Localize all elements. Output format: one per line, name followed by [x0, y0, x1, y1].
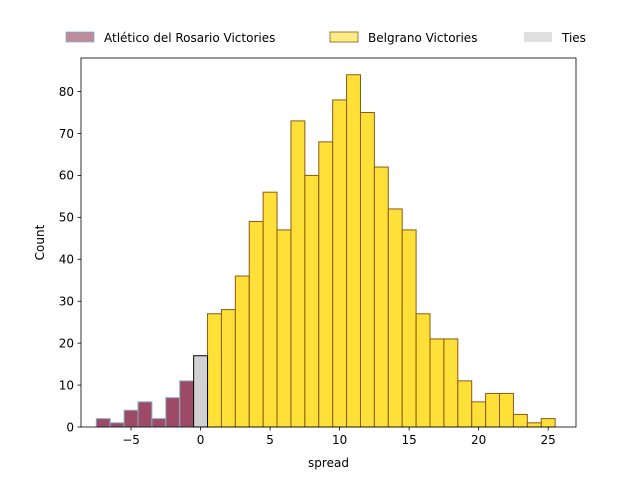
y-tick-label: 0: [66, 420, 74, 434]
bar: [262, 191, 278, 428]
bar: [512, 413, 528, 428]
bar: [332, 99, 348, 428]
bar: [443, 338, 459, 428]
bar: [304, 174, 320, 428]
bar: [276, 229, 292, 428]
bar: [95, 418, 111, 428]
legend-label: Belgrano Victories: [368, 31, 477, 45]
bar: [387, 208, 403, 428]
x-axis-label: spread: [308, 456, 349, 470]
x-tick-label: 20: [471, 433, 486, 447]
y-tick-label: 70: [59, 127, 74, 141]
bar: [123, 409, 139, 428]
bar: [526, 422, 542, 428]
y-tick-label: 50: [59, 211, 74, 225]
bar: [137, 401, 153, 428]
bar: [373, 166, 389, 428]
legend: Atlético del Rosario Victories Belgrano V…: [65, 31, 586, 45]
x-tick-label: 15: [402, 433, 417, 447]
y-tick-label: 10: [59, 378, 74, 392]
y-tick-label: 80: [59, 85, 74, 99]
bar: [499, 392, 514, 428]
bar: [429, 338, 445, 428]
x-tick-label: −5: [122, 433, 140, 447]
x-tick-label: 10: [332, 433, 347, 447]
bar: [290, 120, 306, 428]
plot-frame: [80, 57, 577, 428]
bar: [457, 380, 473, 428]
bar: [485, 392, 501, 428]
bar: [359, 112, 375, 428]
x-tick-label: 0: [197, 433, 205, 447]
bar: [165, 397, 181, 428]
bar: [207, 313, 222, 428]
legend-swatch: [524, 32, 552, 42]
bar: [234, 275, 250, 428]
bar: [151, 418, 167, 428]
x-tick-label: 25: [541, 433, 556, 447]
bar: [415, 313, 431, 428]
y-tick-label: 40: [59, 253, 74, 267]
legend-swatch: [329, 31, 359, 43]
bar: [540, 418, 556, 428]
y-axis-label: Count: [33, 224, 47, 260]
legend-swatch: [65, 31, 95, 43]
y-tick-label: 30: [59, 295, 74, 309]
x-axis: −5 0 5 10 15 20 25: [122, 427, 556, 447]
bar: [471, 401, 487, 428]
bar: [109, 422, 125, 428]
y-tick-label: 20: [59, 336, 74, 350]
bar: [401, 229, 417, 428]
y-tick-label: 60: [59, 169, 74, 183]
bar: [318, 141, 334, 428]
x-tick-label: 5: [266, 433, 274, 447]
legend-label: Atlético del Rosario Victories: [104, 31, 275, 45]
bar: [220, 309, 236, 428]
bar: [346, 74, 361, 428]
bar: [193, 355, 209, 428]
y-axis: 0 10 20 30 40 50 60 70 80: [59, 85, 81, 434]
bar: [179, 380, 195, 428]
bar: [248, 221, 264, 428]
legend-label: Ties: [561, 31, 586, 45]
